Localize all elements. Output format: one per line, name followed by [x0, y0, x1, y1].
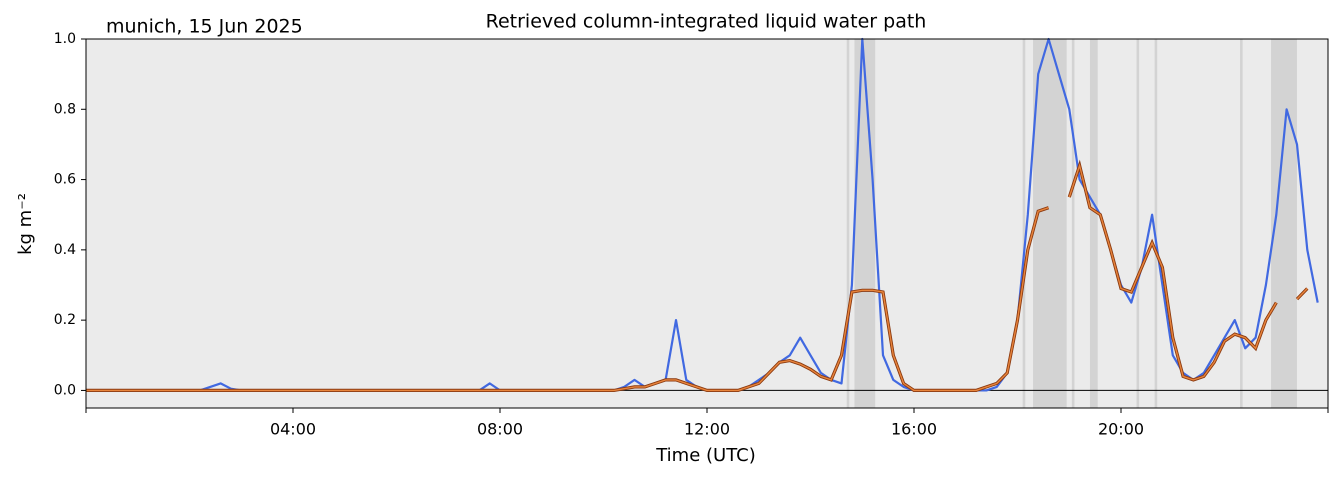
x-tick-label: 12:00 — [684, 420, 730, 439]
flag-region — [1136, 39, 1140, 408]
y-tick-label: 0.4 — [54, 242, 76, 258]
flag-region — [1071, 39, 1075, 408]
smoothed-line — [86, 162, 1308, 392]
flag-region — [854, 39, 876, 408]
chart-title: Retrieved column-integrated liquid water… — [486, 11, 927, 33]
flag-region — [1033, 39, 1067, 408]
x-tick-label: 08:00 — [477, 420, 523, 439]
y-tick-label: 1.0 — [54, 31, 76, 47]
flag-region — [1240, 39, 1243, 408]
flag-region — [1089, 39, 1098, 408]
y-tick-label: 0.0 — [54, 382, 76, 398]
y-tick-label: 0.8 — [54, 101, 76, 117]
x-tick-label: 04:00 — [270, 420, 316, 439]
y-axis-label: kg m⁻² — [15, 193, 36, 255]
flag-region — [846, 39, 850, 408]
flag-region — [1022, 39, 1026, 408]
x-axis-label: Time (UTC) — [655, 445, 756, 466]
y-tick-label: 0.2 — [54, 312, 76, 328]
x-tick-label: 20:00 — [1098, 420, 1144, 439]
plot-background — [86, 39, 1328, 408]
flag-region — [1154, 39, 1158, 408]
chart-subtitle: munich, 15 Jun 2025 — [106, 16, 303, 38]
y-tick-label: 0.6 — [54, 172, 76, 188]
x-tick-label: 16:00 — [891, 420, 937, 439]
